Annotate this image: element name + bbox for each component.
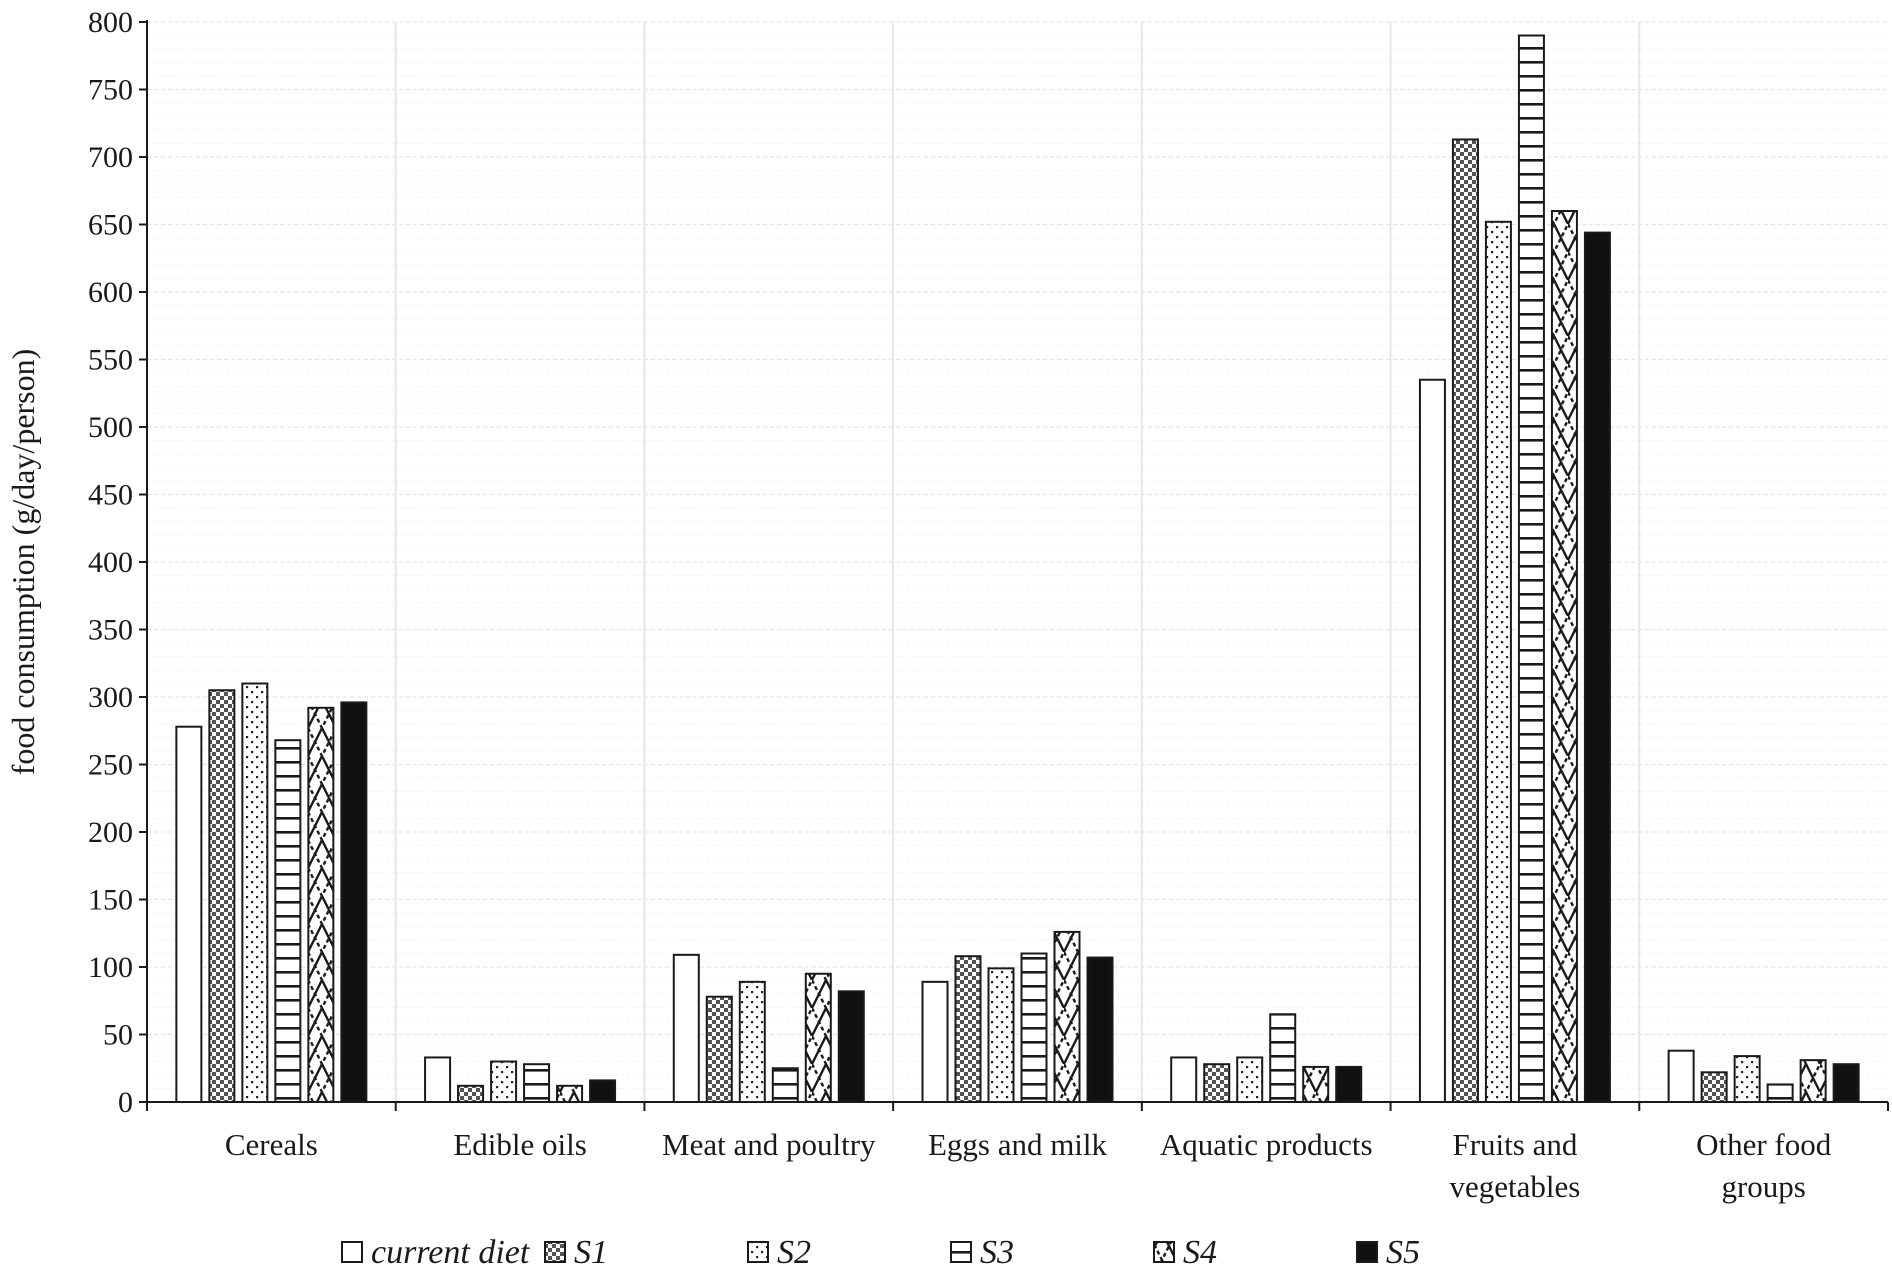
bar-s2-4	[1236, 1056, 1264, 1103]
bar-s1-1	[457, 1084, 485, 1104]
bar-s4-4	[1302, 1065, 1330, 1104]
bar-s5-5	[1583, 231, 1611, 1104]
bar-s4-1	[556, 1084, 584, 1104]
category-label: Meat and poultry	[662, 1127, 876, 1162]
bar-s4-6	[1799, 1059, 1827, 1104]
bar-s1-6	[1700, 1071, 1728, 1104]
bar-s2-5	[1484, 220, 1512, 1104]
legend-swatch	[544, 1241, 566, 1263]
bar-s5-0	[340, 701, 368, 1104]
category-label: Fruits and vegetables	[1450, 1127, 1581, 1204]
bar-s1-5	[1451, 138, 1479, 1103]
y-tick-label: 700	[88, 141, 133, 174]
bar-s1-3	[954, 955, 982, 1104]
bar-s5-4	[1335, 1065, 1363, 1104]
bar-s3-5	[1517, 34, 1545, 1103]
y-tick-label: 100	[88, 951, 133, 984]
legend-entry: current diet	[341, 1234, 531, 1271]
category-label: Other food groups	[1696, 1127, 1832, 1204]
bar-s1-4	[1203, 1063, 1231, 1103]
legend-swatch	[950, 1241, 972, 1263]
category-label: Edible oils	[453, 1127, 586, 1162]
legend-entry: S3	[950, 1234, 1014, 1271]
y-tick-label: 0	[118, 1086, 133, 1119]
y-tick-label: 550	[88, 344, 133, 377]
bar-current-diet-4	[1170, 1056, 1198, 1103]
bar-s1-2	[705, 995, 733, 1104]
bar-s2-1	[490, 1060, 518, 1103]
y-tick-label: 450	[88, 479, 133, 512]
bar-s4-5	[1550, 210, 1578, 1103]
legend-label: S5	[1386, 1234, 1420, 1271]
bar-s4-2	[804, 972, 832, 1103]
bar-s3-0	[274, 739, 302, 1103]
bar-s3-3	[1020, 952, 1048, 1103]
y-tick-label: 650	[88, 209, 133, 242]
legend: current diet S1 S2 S3 S4 S5	[341, 1234, 1420, 1271]
legend-swatch	[747, 1241, 769, 1263]
bar-s5-6	[1832, 1063, 1860, 1103]
legend-swatch	[341, 1241, 363, 1263]
y-tick-label: 500	[88, 411, 133, 444]
bar-s2-3	[987, 967, 1015, 1103]
category-label: Cereals	[225, 1127, 318, 1162]
legend-label: S2	[777, 1234, 811, 1271]
bar-s3-1	[523, 1063, 551, 1103]
bar-current-diet-0	[175, 725, 203, 1103]
y-tick-label: 750	[88, 74, 133, 107]
grid-lines	[147, 21, 1888, 1102]
category-label: Eggs and milk	[928, 1127, 1108, 1162]
y-tick-label: 200	[88, 816, 133, 849]
y-tick-label: 400	[88, 546, 133, 579]
y-tick-label: 350	[88, 614, 133, 647]
bar-s1-0	[208, 689, 236, 1103]
y-tick-label: 250	[88, 749, 133, 782]
y-tick-labels: 0 50 100 150 200 250 300 350 400 450 500 550 600 650 7…	[88, 6, 133, 1119]
bar-s5-2	[837, 990, 865, 1103]
bar-s4-0	[307, 706, 335, 1103]
y-tick-label: 300	[88, 681, 133, 714]
y-axis-title: food consumption (g/day/person)	[5, 349, 41, 776]
category-label: Aquatic products	[1160, 1127, 1373, 1162]
bar-s3-4	[1269, 1013, 1297, 1103]
bar-s5-1	[589, 1079, 617, 1104]
y-tick-label: 800	[88, 6, 133, 39]
bar-current-diet-5	[1418, 378, 1446, 1103]
legend-entry: S1	[544, 1234, 608, 1271]
bar-current-diet-2	[672, 953, 700, 1103]
legend-entry: S5	[1356, 1234, 1420, 1271]
y-tick-label: 50	[103, 1019, 133, 1052]
legend-swatch	[1153, 1241, 1175, 1263]
bar-s2-0	[241, 682, 269, 1103]
axes	[139, 20, 1889, 1111]
legend-label: S3	[980, 1234, 1014, 1271]
legend-entry: S4	[1153, 1234, 1217, 1271]
y-tick-label: 600	[88, 276, 133, 309]
bar-s3-6	[1766, 1083, 1794, 1103]
bar-s3-2	[771, 1067, 799, 1103]
bar-current-diet-3	[921, 980, 949, 1103]
legend-label: current diet	[371, 1234, 531, 1271]
bar-s4-3	[1053, 930, 1081, 1104]
bars	[175, 34, 1860, 1104]
y-tick-label: 150	[88, 884, 133, 917]
bar-current-diet-6	[1667, 1049, 1695, 1103]
bar-s5-3	[1086, 956, 1114, 1103]
bar-s2-2	[738, 980, 766, 1103]
bar-s2-6	[1733, 1055, 1761, 1103]
legend-swatch	[1356, 1241, 1378, 1263]
bar-current-diet-1	[424, 1056, 452, 1103]
legend-entry: S2	[747, 1234, 811, 1271]
legend-label: S1	[574, 1234, 608, 1271]
category-labels: Cereals Edible oils Meat and poultry Eggs a…	[225, 1127, 1832, 1204]
legend-label: S4	[1183, 1234, 1217, 1271]
